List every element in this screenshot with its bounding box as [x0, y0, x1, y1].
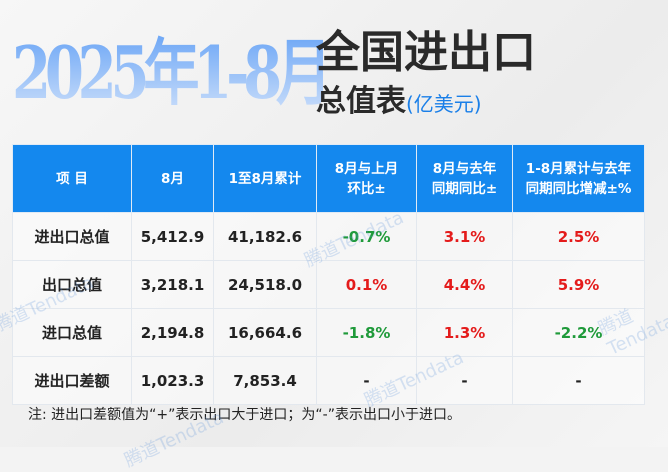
unit-label: (亿美元) [406, 92, 482, 116]
title-year: 2025年1-8月 [12, 18, 332, 128]
column-header: 8月 [131, 144, 214, 213]
title-line1: 全国进出口 [316, 27, 536, 78]
cell-yoy: 4.4% [416, 260, 513, 309]
cell-yoy: 3.1% [416, 212, 513, 261]
cell-aug: 5,412.9 [131, 212, 214, 261]
cell-mom: -0.7% [316, 212, 417, 261]
column-header: 项 目 [12, 144, 132, 213]
trade-table: 项 目 8月 1至8月累计 8月与上月 环比± 8月与去年 同期同比± 1-8月累计与去年… [12, 144, 645, 405]
column-header: 8月与上月 环比± [316, 144, 417, 213]
cell-mom: 0.1% [316, 260, 417, 309]
column-header: 1-8月累计与去年 同期同比增减±% [512, 144, 645, 213]
cell-cum_yoy: - [512, 356, 645, 405]
cell-cum_yoy: 2.5% [512, 212, 645, 261]
cell-item: 进出口总值 [12, 212, 132, 261]
cell-aug: 3,218.1 [131, 260, 214, 309]
cell-cum: 24,518.0 [213, 260, 317, 309]
cell-yoy: 1.3% [416, 308, 513, 357]
footnote: 注: 进出口差额值为“+”表示出口大于进口；为“-”表示出口小于进口。 [28, 407, 461, 423]
header-row: 项 目 8月 1至8月累计 8月与上月 环比± 8月与去年 同期同比± 1-8月累计与去年… [12, 144, 645, 213]
cell-item: 进口总值 [12, 308, 132, 357]
cell-cum_yoy: 5.9% [512, 260, 645, 309]
cell-mom: - [316, 356, 417, 405]
title-line2: 总值表(亿美元) [316, 84, 482, 122]
table-row: 进口总值 2,194.8 16,664.6 -1.8% 1.3% -2.2% [12, 308, 645, 357]
cell-cum: 16,664.6 [213, 308, 317, 357]
table-row: 进出口总值 5,412.9 41,182.6 -0.7% 3.1% 2.5% [12, 212, 645, 261]
table-row: 出口总值 3,218.1 24,518.0 0.1% 4.4% 5.9% [12, 260, 645, 309]
cell-item: 进出口差额 [12, 356, 132, 405]
cell-cum_yoy: -2.2% [512, 308, 645, 357]
cell-mom: -1.8% [316, 308, 417, 357]
cell-yoy: - [416, 356, 513, 405]
cell-aug: 2,194.8 [131, 308, 214, 357]
cell-item: 出口总值 [12, 260, 132, 309]
cell-aug: 1,023.3 [131, 356, 214, 405]
column-header: 8月与去年 同期同比± [416, 144, 513, 213]
title-line2-text: 总值表 [316, 84, 406, 119]
column-header: 1至8月累计 [213, 144, 317, 213]
table-row: 进出口差额 1,023.3 7,853.4- - - [12, 356, 645, 405]
cell-cum: 7,853.4 [213, 356, 317, 405]
